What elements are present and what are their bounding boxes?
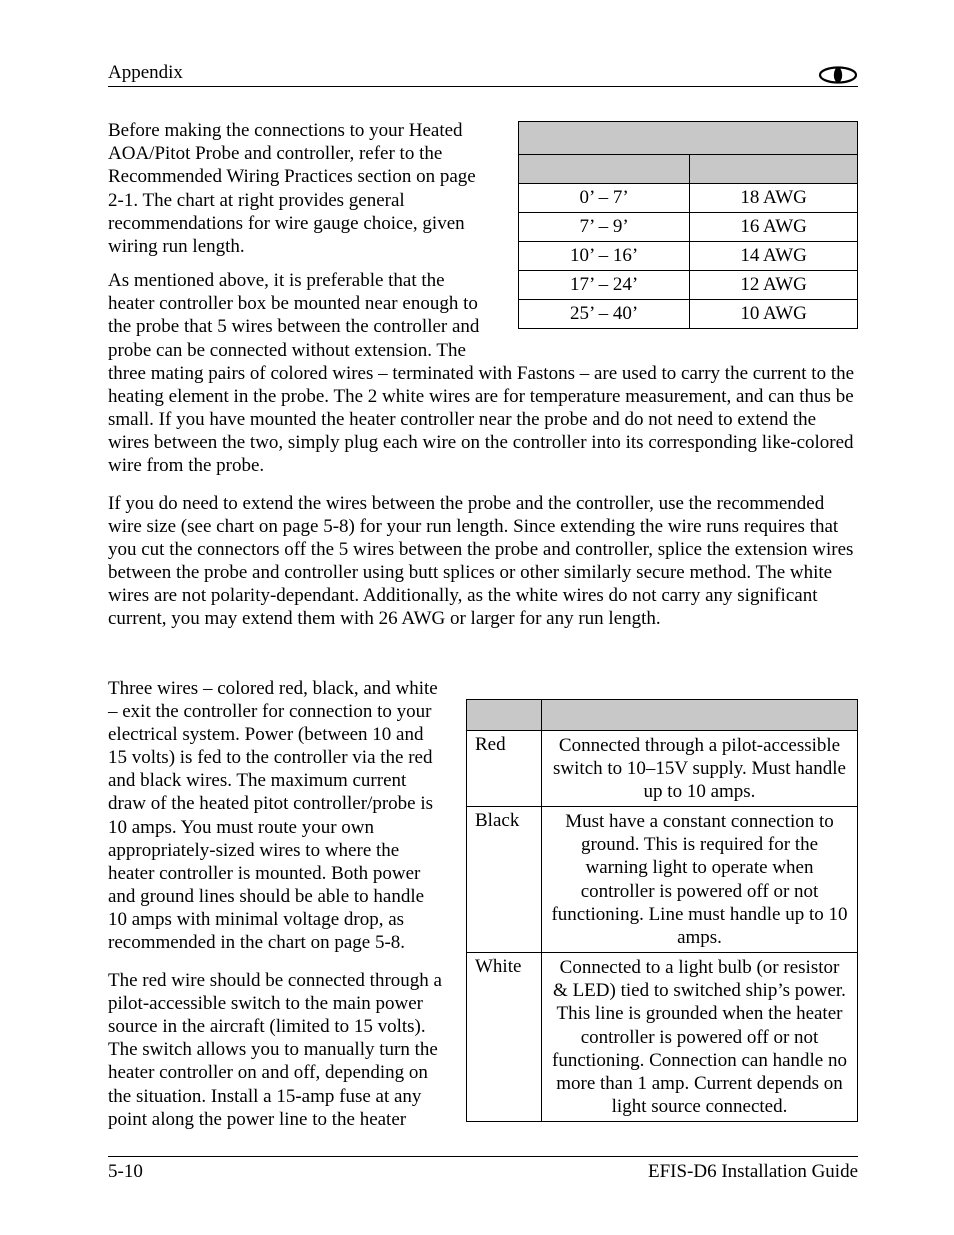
section-label: Appendix	[108, 62, 183, 84]
desc-cell: Connected to a light bulb (or resistor &…	[542, 953, 858, 1122]
document-title: EFIS-D6 Installation Guide	[648, 1161, 858, 1183]
paragraph-2b: three mating pairs of colored wires – te…	[108, 362, 858, 478]
gauge-cell: 16 AWG	[690, 213, 858, 242]
desc-cell: Connected through a pilot-accessible swi…	[542, 730, 858, 807]
paragraph-4: Three wires – colored red, black, and wh…	[108, 677, 442, 955]
intro-text-column: Before making the connections to your He…	[108, 119, 486, 272]
wire-gauge-table-wrap: 0’ – 7’ 18 AWG 7’ – 9’ 16 AWG 10’ – 16’ …	[518, 121, 858, 329]
table-row: 0’ – 7’ 18 AWG	[519, 184, 858, 213]
page-number: 5-10	[108, 1161, 143, 1183]
paragraph-5: The red wire should be connected through…	[108, 969, 442, 1131]
table-header-row	[467, 699, 858, 730]
section2-row: Three wires – colored red, black, and wh…	[108, 677, 858, 1145]
gauge-cell: 12 AWG	[690, 271, 858, 300]
table-header-length	[519, 155, 690, 184]
section2-text-column: Three wires – colored red, black, and wh…	[108, 677, 442, 1145]
wire-color-table-wrap: Red Connected through a pilot-accessible…	[466, 699, 858, 1123]
table-header-color	[467, 699, 542, 730]
gauge-cell: 14 AWG	[690, 242, 858, 271]
wire-gauge-table: 0’ – 7’ 18 AWG 7’ – 9’ 16 AWG 10’ – 16’ …	[518, 121, 858, 329]
color-cell: Black	[467, 807, 542, 953]
table-row: White Connected to a light bulb (or resi…	[467, 953, 858, 1122]
length-cell: 0’ – 7’	[519, 184, 690, 213]
table-row: 25’ – 40’ 10 AWG	[519, 300, 858, 329]
table-header-desc	[542, 699, 858, 730]
length-cell: 10’ – 16’	[519, 242, 690, 271]
table-row: 7’ – 9’ 16 AWG	[519, 213, 858, 242]
table-title-cell	[519, 122, 858, 155]
wire-color-table: Red Connected through a pilot-accessible…	[466, 699, 858, 1123]
table-row: Red Connected through a pilot-accessible…	[467, 730, 858, 807]
desc-cell: Must have a constant connection to groun…	[542, 807, 858, 953]
page-footer: 5-10 EFIS-D6 Installation Guide	[108, 1156, 858, 1183]
brand-logo-icon	[818, 66, 858, 84]
table-row: Black Must have a constant connection to…	[467, 807, 858, 953]
table-row: 17’ – 24’ 12 AWG	[519, 271, 858, 300]
table-header-row	[519, 122, 858, 155]
color-cell: White	[467, 953, 542, 1122]
table-row: 10’ – 16’ 14 AWG	[519, 242, 858, 271]
gauge-cell: 10 AWG	[690, 300, 858, 329]
paragraph-3: If you do need to extend the wires betwe…	[108, 492, 858, 631]
table-header-gauge	[690, 155, 858, 184]
length-cell: 25’ – 40’	[519, 300, 690, 329]
table-header-row	[519, 155, 858, 184]
page-header: Appendix	[108, 62, 858, 87]
section-wire-colors: Three wires – colored red, black, and wh…	[108, 677, 858, 1145]
gauge-cell: 18 AWG	[690, 184, 858, 213]
page: Appendix Before making the connections t…	[0, 0, 954, 1235]
color-cell: Red	[467, 730, 542, 807]
paragraph-2a: As mentioned above, it is preferable tha…	[108, 269, 488, 362]
length-cell: 7’ – 9’	[519, 213, 690, 242]
paragraph-intro: Before making the connections to your He…	[108, 119, 486, 258]
length-cell: 17’ – 24’	[519, 271, 690, 300]
